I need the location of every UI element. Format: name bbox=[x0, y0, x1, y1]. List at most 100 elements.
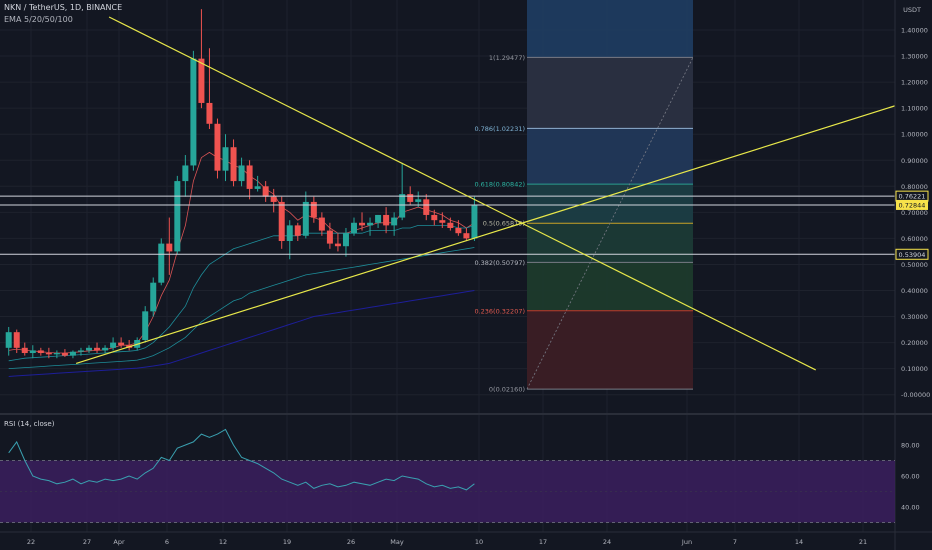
ema-indicator-label[interactable]: EMA 5/20/50/100 bbox=[4, 15, 73, 24]
price-tick-label: 1.20000 bbox=[901, 79, 928, 87]
candle-body bbox=[471, 204, 478, 239]
time-tick-label: 19 bbox=[283, 538, 291, 546]
price-label-text: 0.53904 bbox=[899, 251, 926, 259]
fib-level-label: 0(0.02160) bbox=[489, 386, 525, 394]
candle-body bbox=[391, 217, 398, 226]
candle-body bbox=[5, 332, 12, 348]
price-tick-label: 0.70000 bbox=[901, 209, 928, 217]
candle-body bbox=[110, 342, 117, 348]
candle-body bbox=[383, 214, 390, 226]
candle-body bbox=[359, 222, 366, 226]
candle-body bbox=[439, 220, 446, 223]
candle-body bbox=[166, 243, 173, 252]
time-tick-label: 24 bbox=[603, 538, 611, 546]
candle-body bbox=[222, 147, 229, 171]
price-label-text: 0.72844 bbox=[899, 201, 926, 209]
price-axis bbox=[895, 0, 932, 550]
candle-body bbox=[278, 201, 285, 242]
candle-body bbox=[399, 194, 406, 218]
candle-body bbox=[375, 214, 382, 223]
price-tick-label: 0.50000 bbox=[901, 261, 928, 269]
time-tick-label: Jun bbox=[681, 538, 692, 546]
candle-body bbox=[286, 225, 293, 242]
time-tick-label: 22 bbox=[27, 538, 35, 546]
rsi-tick-label: 80.00 bbox=[901, 442, 920, 450]
fib-zone bbox=[527, 310, 693, 390]
fib-zone bbox=[527, 128, 693, 185]
candle-body bbox=[61, 353, 68, 356]
ema-line bbox=[8, 290, 475, 377]
candle-body bbox=[94, 347, 101, 351]
fib-zone bbox=[527, 262, 693, 311]
price-tick-label: 0.80000 bbox=[901, 183, 928, 191]
ema-line bbox=[8, 224, 475, 362]
candle-body bbox=[431, 214, 438, 221]
candle-body bbox=[182, 165, 189, 182]
candle-body bbox=[326, 230, 333, 244]
candle-body bbox=[415, 199, 422, 202]
candle-body bbox=[254, 186, 261, 189]
candle-body bbox=[318, 217, 325, 231]
currency-label: USDT bbox=[903, 6, 921, 14]
candle-body bbox=[86, 347, 92, 351]
price-label-box bbox=[896, 199, 928, 210]
rsi-tick-label: 40.00 bbox=[901, 504, 920, 512]
candle-body bbox=[238, 165, 245, 182]
time-tick-label: 12 bbox=[219, 538, 227, 546]
candle-body bbox=[407, 194, 414, 202]
candle-body bbox=[150, 282, 157, 312]
time-tick-label: 27 bbox=[83, 538, 91, 546]
candle-body bbox=[206, 102, 213, 124]
ema-line bbox=[8, 247, 475, 369]
time-tick-label: May bbox=[390, 538, 404, 546]
price-tick-label: 0.30000 bbox=[901, 313, 928, 321]
time-tick-label: 7 bbox=[733, 538, 737, 546]
candle-body bbox=[367, 222, 374, 226]
candle-body bbox=[302, 201, 309, 236]
candle-body bbox=[118, 342, 125, 346]
candle-body bbox=[37, 350, 44, 354]
fib-extension-zone bbox=[527, 0, 693, 58]
time-tick-label: 21 bbox=[859, 538, 867, 546]
time-tick-label: 6 bbox=[165, 538, 169, 546]
time-tick-label: 14 bbox=[795, 538, 803, 546]
price-tick-label: 1.40000 bbox=[901, 27, 928, 35]
price-tick-label: 0.90000 bbox=[901, 157, 928, 165]
candle-body bbox=[53, 353, 60, 355]
price-tick-label: 0.40000 bbox=[901, 287, 928, 295]
candle-body bbox=[21, 347, 28, 354]
price-tick-label: 0.10000 bbox=[901, 365, 928, 373]
candle-body bbox=[29, 350, 36, 354]
candle-body bbox=[350, 222, 357, 234]
candle-body bbox=[262, 186, 269, 197]
price-tick-label: -0.00000 bbox=[901, 391, 930, 399]
chart-symbol-title[interactable]: NKN / TetherUS, 1D, BINANCE bbox=[4, 3, 123, 12]
candle-body bbox=[447, 222, 454, 228]
fib-zone bbox=[527, 223, 693, 263]
candle-body bbox=[463, 233, 470, 239]
candle-body bbox=[69, 351, 76, 356]
price-label-text: 0.76221 bbox=[899, 193, 926, 201]
fib-trend-line bbox=[526, 57, 694, 390]
candle-body bbox=[77, 350, 84, 352]
candle-body bbox=[230, 147, 237, 182]
candle-body bbox=[310, 201, 317, 218]
price-tick-label: 0.20000 bbox=[901, 339, 928, 347]
price-label-box bbox=[895, 248, 929, 260]
candle-body bbox=[174, 181, 181, 252]
rsi-title: RSI (14, close) bbox=[4, 420, 55, 428]
candle-body bbox=[190, 58, 197, 166]
candle-body bbox=[246, 165, 253, 189]
candle-body bbox=[342, 233, 349, 247]
fib-level-label: 0.5(0.65819) bbox=[483, 220, 525, 228]
fib-zone bbox=[527, 57, 693, 129]
candle-body bbox=[142, 311, 149, 340]
candle-body bbox=[214, 123, 221, 171]
price-tick-label: 1.00000 bbox=[901, 131, 928, 139]
candle-body bbox=[334, 243, 341, 247]
fib-level-label: 1(1.29477) bbox=[489, 54, 525, 62]
candle-body bbox=[158, 243, 165, 283]
trendline bbox=[75, 94, 930, 365]
